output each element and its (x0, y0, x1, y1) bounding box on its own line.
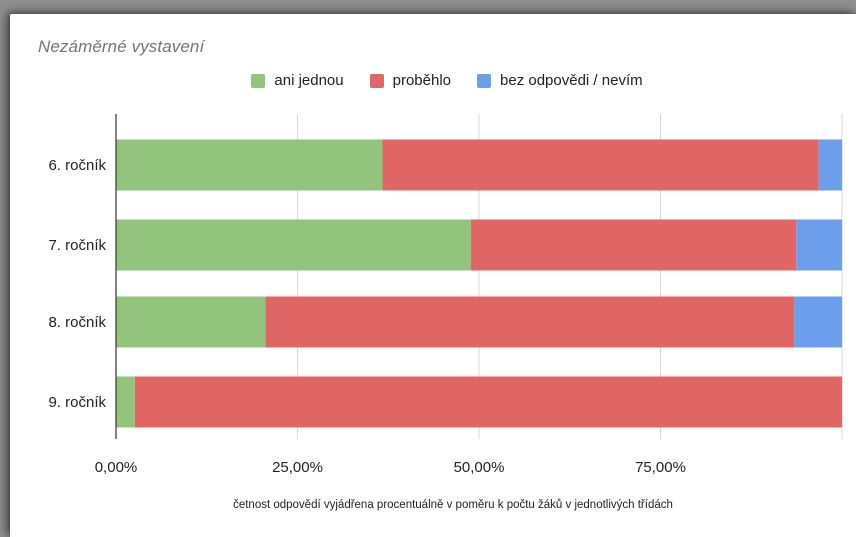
y-category-label: 7. ročník (48, 237, 106, 254)
bar-segment[interactable] (116, 376, 135, 428)
y-category-label: 9. ročník (48, 394, 106, 411)
legend-swatch-bez-odpovedi (477, 73, 492, 88)
bar-segment[interactable] (116, 139, 383, 191)
bar-segment[interactable] (265, 296, 795, 348)
y-category-label: 6. ročník (48, 157, 106, 174)
bar-layer (116, 139, 843, 428)
chart-title: Nezáměrné vystavení (38, 37, 205, 56)
label-layer: 0,00% 25,00% 50,00% 75,00% 6. ročník 7. roční… (48, 157, 685, 476)
legend-label-ani-jednou: ani jednou (274, 72, 344, 89)
bar-segment[interactable] (471, 219, 797, 271)
legend-item-probehlo[interactable]: proběhlo (369, 72, 452, 89)
x-tick-label: 50,00% (454, 459, 505, 476)
bar-segment[interactable] (382, 139, 819, 191)
bar-segment[interactable] (794, 296, 842, 348)
legend-label-probehlo: proběhlo (392, 72, 452, 89)
legend-label-bez-odpovedi: bez odpovědi / nevím (500, 72, 643, 89)
bar-segment[interactable] (116, 296, 266, 348)
x-tick-label: 25,00% (272, 459, 323, 476)
y-category-label: 8. ročník (48, 314, 106, 331)
bar-segment[interactable] (116, 219, 472, 271)
x-tick-label: 75,00% (635, 459, 686, 476)
bar-segment[interactable] (818, 139, 842, 191)
bar-segment[interactable] (134, 376, 843, 428)
legend-swatch-probehlo (369, 73, 384, 88)
x-tick-label: 0,00% (95, 459, 138, 476)
legend-item-bez-odpovedi[interactable]: bez odpovědi / nevím (477, 72, 643, 89)
legend-swatch-ani-jednou (251, 73, 266, 88)
legend-item-ani-jednou[interactable]: ani jednou (251, 72, 344, 89)
x-axis-title: četnost odpovědí vyjádřena procentuálně … (233, 499, 673, 511)
chart-legend: ani jednou proběhlo bez odpovědi / nevím (10, 72, 856, 89)
plot-area: 0,00% 25,00% 50,00% 75,00% 6. ročník 7. roční… (48, 114, 843, 476)
chart-card: Nezáměrné vystavení ani jednou proběhlo … (10, 14, 856, 537)
bar-segment[interactable] (796, 219, 842, 271)
